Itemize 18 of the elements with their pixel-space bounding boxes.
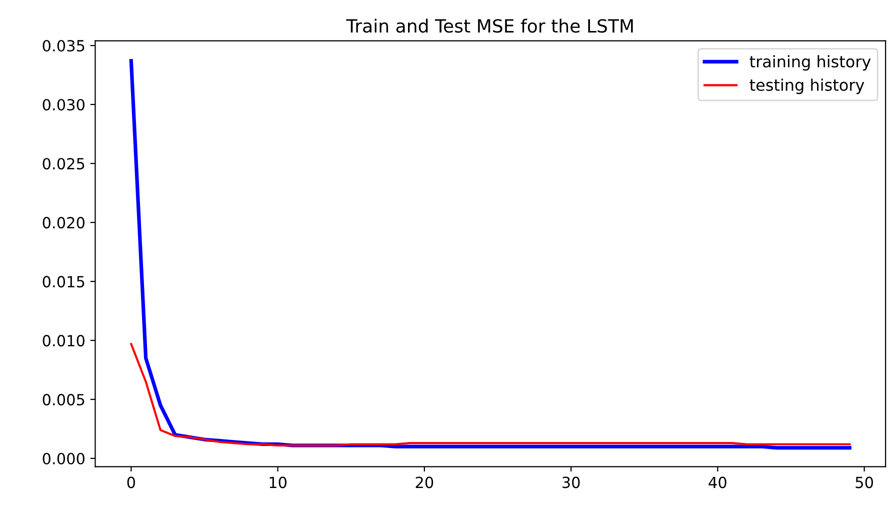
y-tick-label: 0.005 (42, 394, 84, 406)
x-tick-label: 50 (856, 476, 873, 488)
y-tick-label: 0.035 (42, 40, 84, 52)
x-tick-label: 30 (562, 476, 580, 488)
x-tick-label: 40 (708, 476, 726, 488)
y-tick-label: 0.025 (42, 158, 84, 170)
y-tick-label: 0.015 (42, 276, 84, 288)
x-tick-label: 10 (270, 476, 286, 488)
chart-title: Train and Test MSE for the LSTM (346, 18, 633, 33)
y-tick-label: 0.000 (42, 452, 84, 464)
legend-label: testing history (750, 78, 864, 94)
y-tick-label: 0.010 (42, 334, 84, 346)
line-series (130, 342, 851, 446)
x-tick-label: 0 (127, 476, 135, 488)
legend-label: training history (750, 55, 871, 71)
y-tick-label: 0.030 (42, 98, 84, 111)
x-tick-label: 20 (416, 476, 434, 488)
y-tick-label: 0.020 (42, 216, 84, 228)
